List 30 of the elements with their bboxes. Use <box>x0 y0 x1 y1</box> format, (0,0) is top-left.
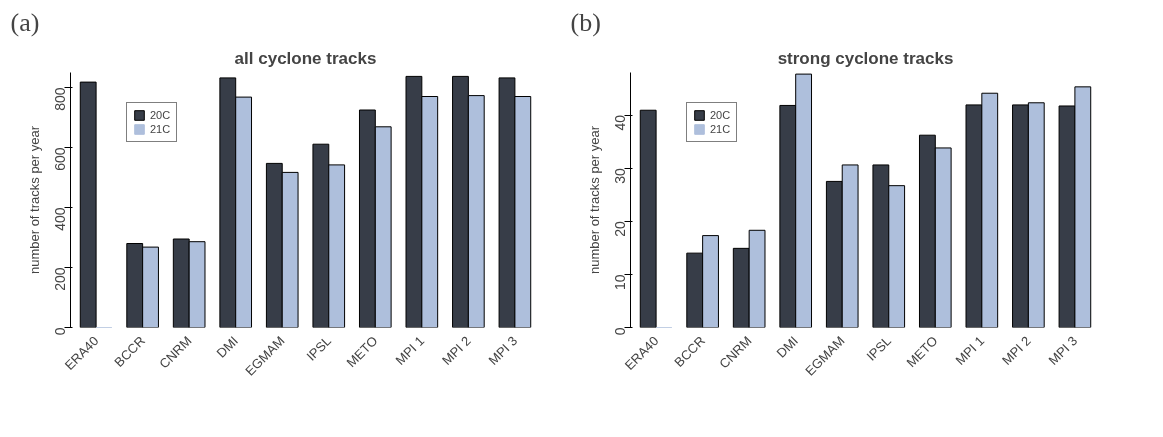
y-tick-label: 20 <box>611 221 628 237</box>
legend-label: 20C <box>150 109 171 121</box>
legend-label: 21C <box>710 123 731 135</box>
x-tick-label: MPI 2 <box>999 333 1034 368</box>
x-tick-label: MPI 3 <box>485 333 521 368</box>
y-tick-label: 10 <box>611 274 628 290</box>
y-axis-title: number of tracks per year <box>26 125 42 275</box>
x-tick-label: MPI 3 <box>1045 333 1081 368</box>
y-axis-title: number of tracks per year <box>586 125 602 275</box>
x-tick-label: MPI 1 <box>952 333 988 368</box>
y-tick-label: 0 <box>611 327 628 336</box>
legend-label: 21C <box>150 123 171 135</box>
x-tick-label: DMI <box>773 333 802 361</box>
chart-title: all cyclone tracks <box>234 48 377 68</box>
x-tick-label: MPI 1 <box>392 333 428 368</box>
y-tick-label: 600 <box>51 147 68 171</box>
y-tick-label: 40 <box>611 114 628 131</box>
text: (a) <box>10 7 40 37</box>
x-tick-label: IPSL <box>863 333 895 364</box>
y-tick-label: 200 <box>51 267 68 291</box>
chart-title: strong cyclone tracks <box>777 48 954 68</box>
text: (b) <box>570 7 601 37</box>
x-tick-label: DMI <box>213 333 242 361</box>
x-tick-label: MPI 2 <box>439 333 474 368</box>
y-tick-label: 400 <box>51 207 68 231</box>
y-tick-label: 0 <box>51 327 68 336</box>
y-tick-label: 800 <box>51 87 68 111</box>
y-tick-label: 30 <box>611 167 628 184</box>
x-tick-label: IPSL <box>303 333 335 364</box>
legend-label: 20C <box>710 109 731 121</box>
